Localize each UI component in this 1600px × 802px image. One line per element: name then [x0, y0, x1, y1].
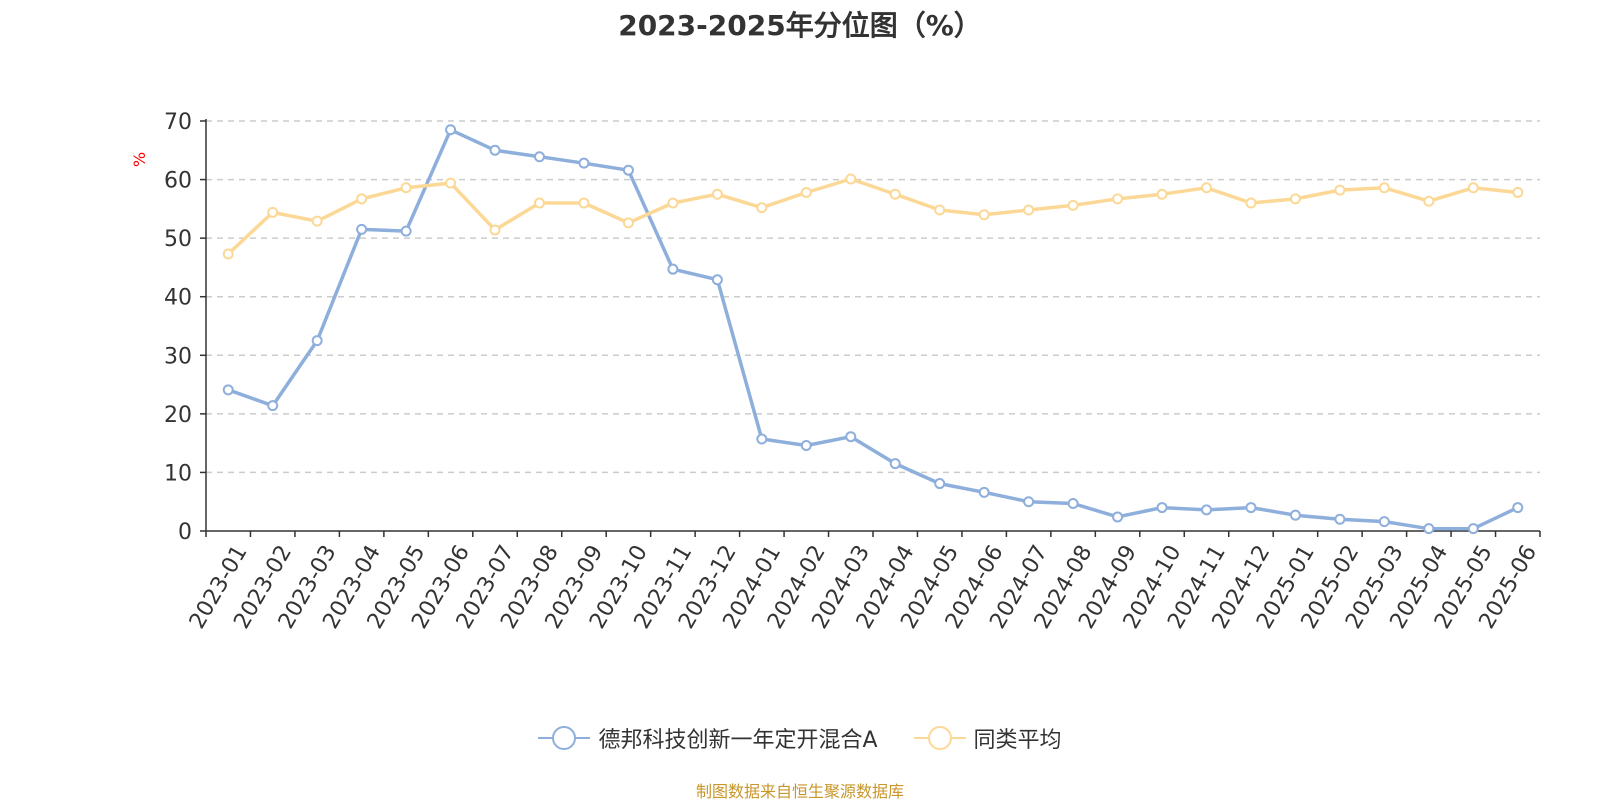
data-point-series-1-2025-06 [1512, 502, 1524, 514]
y-tick-label-0: 0 [178, 520, 192, 545]
data-point-series-1-2025-04 [1423, 523, 1435, 535]
data-point-series-2-2023-03 [311, 215, 323, 227]
y-tick-label-10: 10 [164, 461, 192, 486]
data-point-series-2-2024-08 [1067, 199, 1079, 211]
data-point-series-2-2025-04 [1423, 195, 1435, 207]
data-point-series-2-2024-06 [978, 209, 990, 221]
data-point-series-2-2023-04 [356, 193, 368, 205]
data-point-series-1-2024-01 [756, 433, 768, 445]
data-source-note: 制图数据来自恒生聚源数据库 [695, 782, 904, 801]
legend-item-series-1[interactable]: 德邦科技创新一年定开混合A [538, 722, 878, 754]
data-point-series-2-2024-11 [1201, 182, 1212, 194]
data-point-series-1-2023-05 [400, 225, 412, 237]
data-point-series-2-2025-03 [1378, 182, 1390, 194]
data-point-series-1-2023-09 [578, 157, 590, 169]
data-point-series-1-2024-11 [1201, 504, 1212, 516]
data-point-series-2-2025-05 [1467, 182, 1479, 194]
chart-legend: 德邦科技创新一年定开混合A 同类平均 [0, 722, 1600, 754]
data-point-series-1-2025-02 [1334, 513, 1346, 525]
y-tick-label-30: 30 [164, 344, 192, 369]
data-point-series-1-2025-01 [1289, 509, 1301, 521]
data-point-series-1-2024-05 [934, 478, 946, 490]
data-point-series-1-2024-02 [800, 439, 812, 451]
data-point-series-2-2023-06 [445, 177, 457, 189]
data-point-series-1-2023-12 [711, 274, 723, 286]
legend-marker-series-2 [927, 726, 952, 750]
data-point-series-2-2024-07 [1023, 204, 1035, 216]
data-point-series-1-2023-07 [489, 144, 501, 156]
data-point-series-1-2024-08 [1067, 497, 1079, 509]
y-tick-label-20: 20 [164, 403, 192, 428]
y-tick-label-50: 50 [164, 227, 192, 252]
data-point-series-2-2024-09 [1112, 193, 1124, 205]
data-point-series-1-2023-03 [311, 335, 323, 347]
data-point-series-1-2023-02 [267, 400, 279, 412]
data-point-series-1-2023-08 [534, 151, 545, 163]
data-point-series-1-2023-04 [356, 223, 368, 235]
data-point-series-2-2025-01 [1289, 193, 1301, 205]
data-point-series-1-2025-03 [1378, 516, 1390, 528]
series-line-1 [227, 128, 1519, 531]
data-point-series-2-2023-05 [400, 182, 412, 194]
data-point-series-1-2023-01 [222, 384, 234, 396]
data-point-series-1-2024-07 [1023, 496, 1035, 508]
data-point-series-1-2023-10 [622, 164, 634, 176]
legend-item-series-2[interactable]: 同类平均 [913, 722, 1062, 754]
data-point-series-2-2023-09 [578, 197, 590, 209]
data-point-series-2-2023-10 [622, 217, 634, 229]
data-point-series-2-2023-11 [667, 197, 679, 209]
data-point-series-1-2025-05 [1467, 523, 1479, 535]
legend-marker-series-1 [552, 726, 577, 750]
chart-title: 2023-2025年分位图（%） [618, 9, 982, 42]
series-line-2 [227, 177, 1518, 256]
data-point-series-1-2024-10 [1156, 502, 1168, 514]
data-point-series-2-2024-05 [934, 204, 946, 216]
data-point-series-2-2024-02 [800, 186, 812, 198]
data-point-series-2-2023-08 [534, 197, 545, 209]
data-point-series-1-2024-03 [845, 431, 857, 443]
legend-label-series-1: 德邦科技创新一年定开混合A [598, 728, 878, 753]
data-point-series-1-2024-04 [889, 458, 901, 470]
data-point-series-1-2023-06 [445, 124, 457, 136]
data-point-series-2-2024-12 [1245, 197, 1257, 209]
legend-label-series-2: 同类平均 [973, 728, 1062, 753]
data-point-series-1-2023-11 [667, 263, 679, 275]
legend-swatch-series-1 [538, 726, 591, 750]
data-point-series-2-2024-03 [845, 173, 857, 185]
data-point-series-2-2024-04 [889, 188, 901, 200]
data-point-series-2-2025-02 [1334, 184, 1346, 196]
legend-swatch-series-2 [913, 726, 966, 750]
data-point-series-1-2024-09 [1112, 511, 1124, 523]
data-point-series-2-2023-01 [222, 248, 234, 260]
data-point-series-2-2024-01 [756, 202, 768, 214]
data-point-series-2-2025-06 [1512, 186, 1524, 198]
data-point-series-1-2024-12 [1245, 502, 1257, 514]
y-tick-label-40: 40 [164, 286, 192, 311]
y-tick-label-60: 60 [164, 169, 192, 194]
data-point-series-2-2023-12 [711, 188, 723, 200]
data-point-series-2-2023-07 [489, 224, 501, 236]
data-point-series-2-2023-02 [267, 206, 279, 218]
data-point-series-2-2024-10 [1156, 188, 1168, 200]
data-point-series-1-2024-06 [978, 486, 990, 498]
y-tick-label-70: 70 [164, 110, 192, 135]
